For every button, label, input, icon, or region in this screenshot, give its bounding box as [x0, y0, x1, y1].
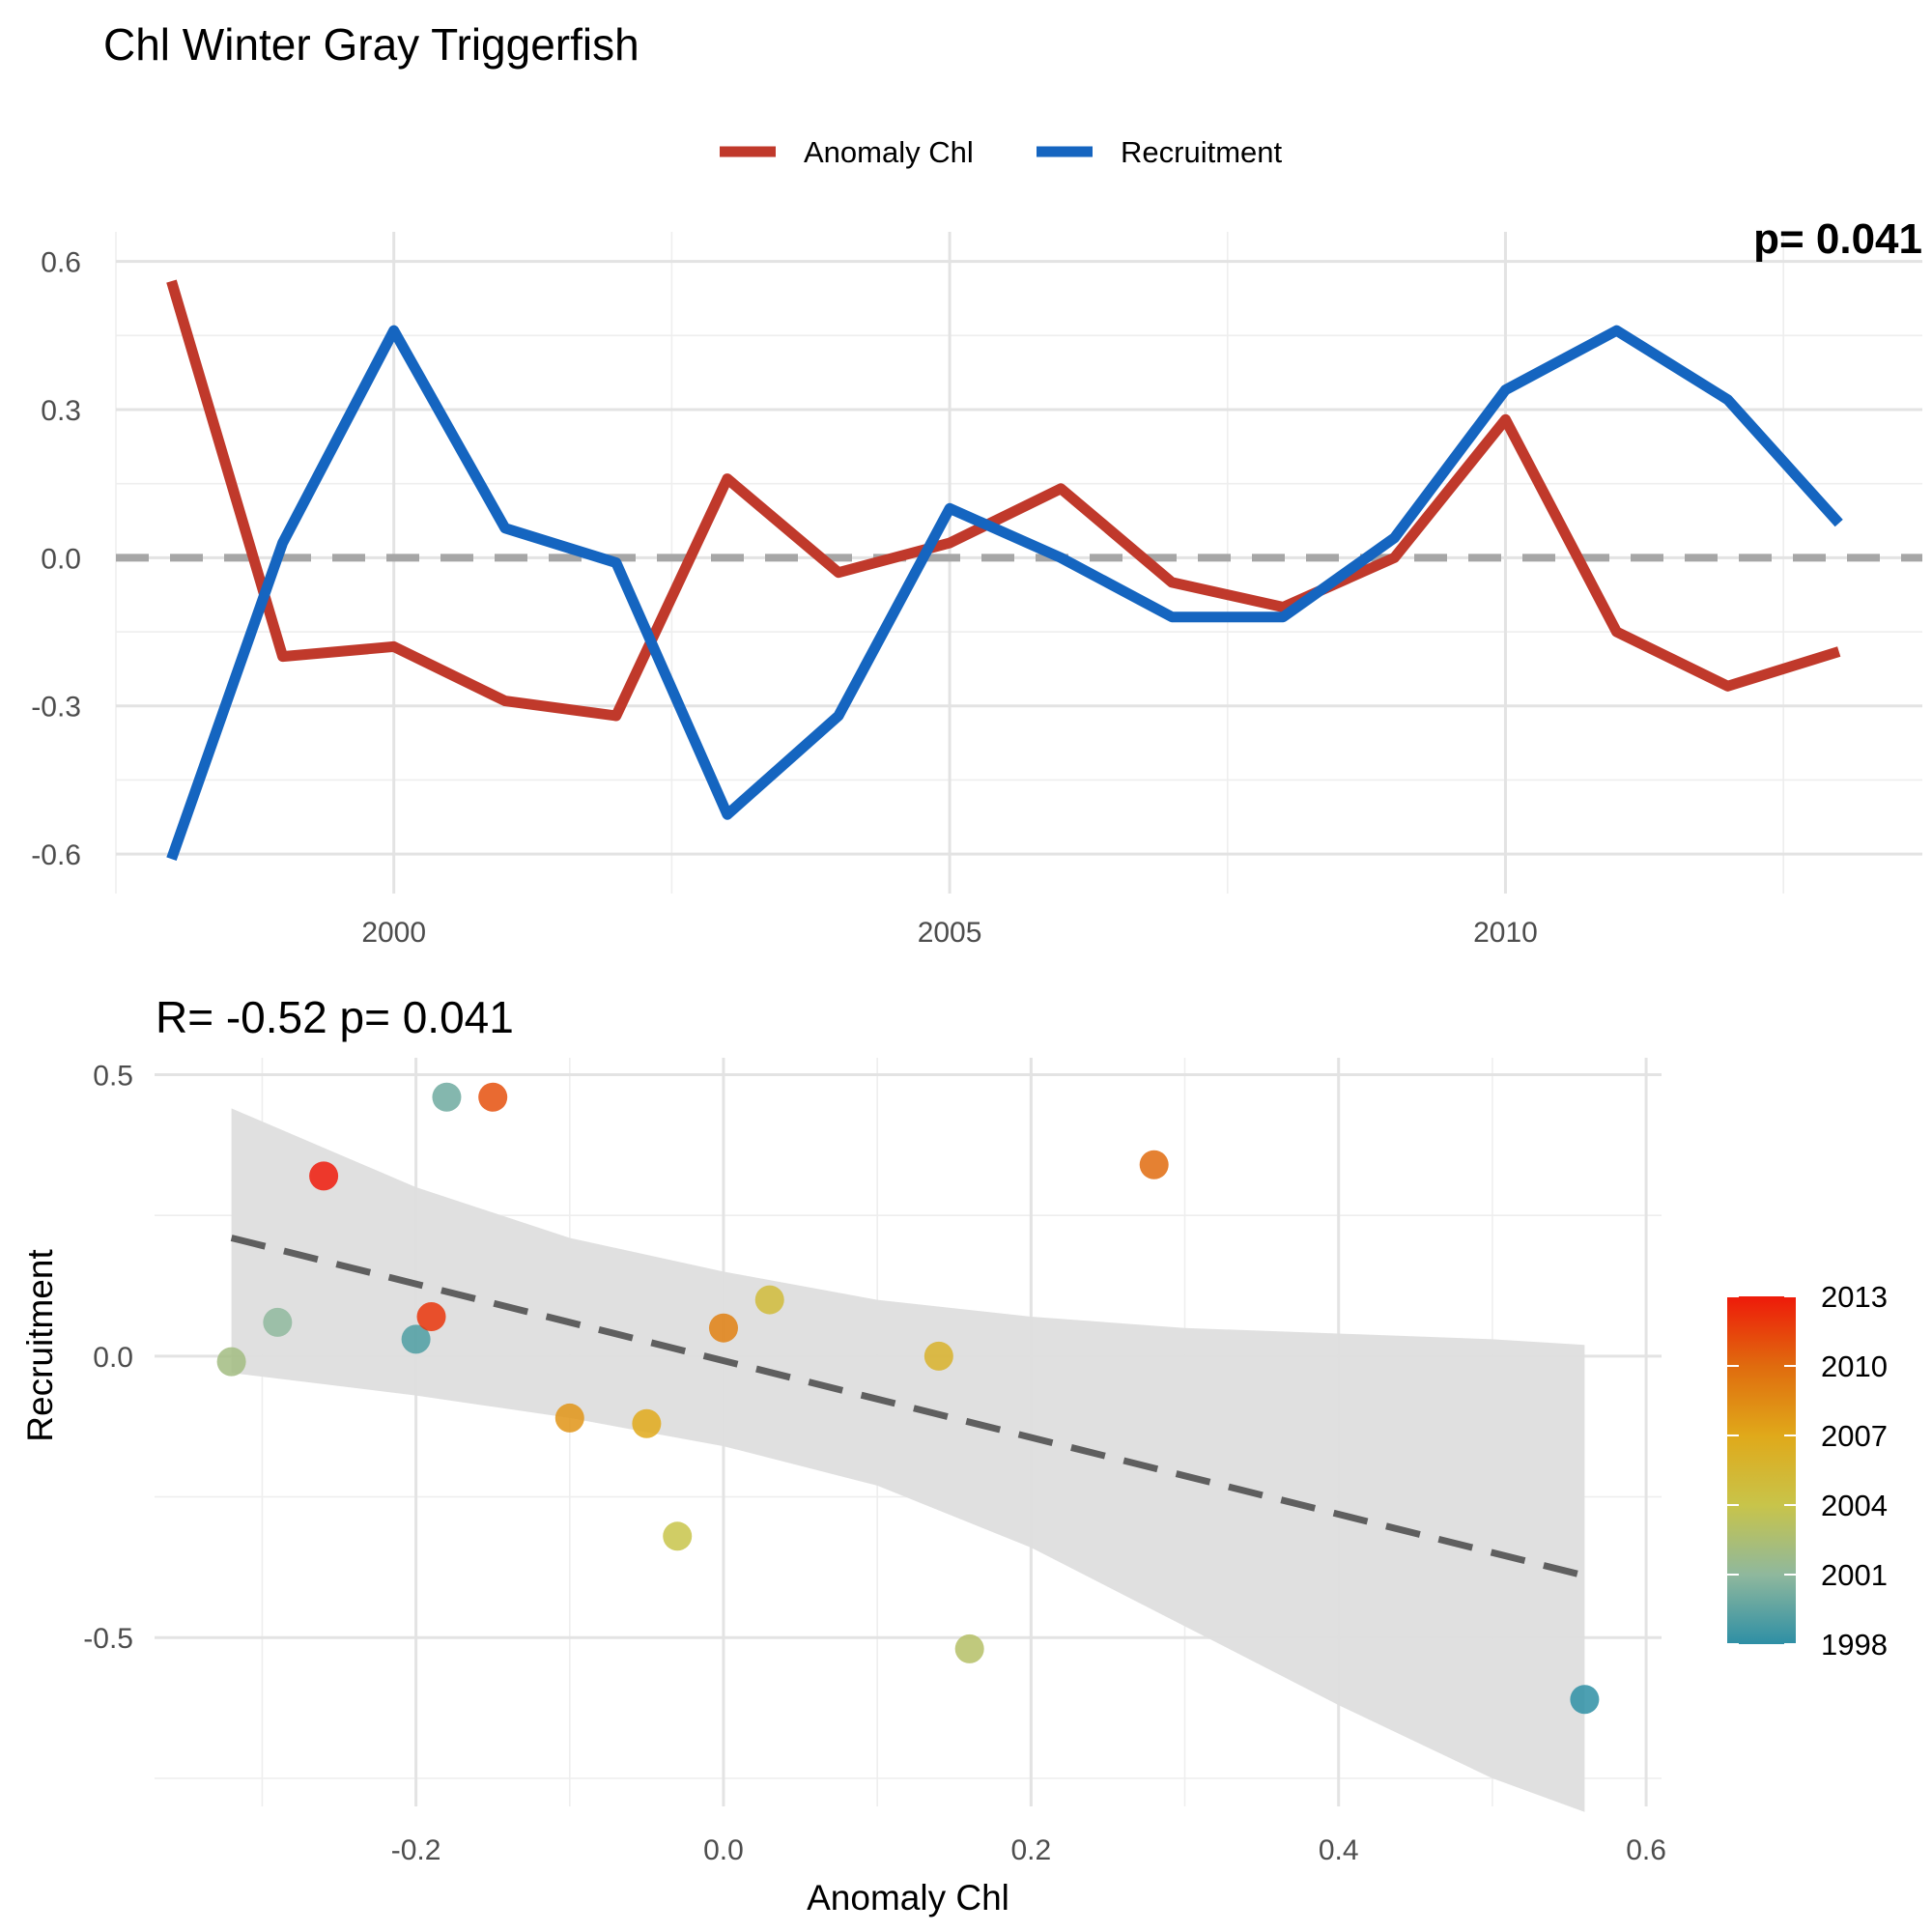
scatter-point-2002 — [216, 1347, 246, 1377]
scatter-point-2001 — [263, 1307, 293, 1337]
sc-x-tick-label: 0.0 — [703, 1834, 744, 1866]
time-series-grid — [115, 232, 1922, 894]
scatter-point-2011 — [478, 1082, 508, 1112]
scatter-point-2009 — [708, 1313, 738, 1343]
regression-line — [230, 1235, 1586, 1579]
ts-x-tick-label: 2000 — [361, 917, 426, 949]
scatter-panel: -0.5 0.0 0.5 -0.2 0.0 0.2 0.4 0.6 — [83, 1058, 1666, 1866]
scatter-point-1999 — [401, 1324, 431, 1354]
scatter-y-tick-labels: -0.5 0.0 0.5 — [83, 1060, 133, 1655]
sc-x-tick-label: -0.2 — [391, 1834, 441, 1866]
colorbar-label: 2007 — [1821, 1419, 1888, 1453]
scatter-points — [216, 1082, 1600, 1715]
chart-title: Chl Winter Gray Triggerfish — [103, 19, 639, 70]
x-axis-title: Anomaly Chl — [807, 1878, 1009, 1918]
legend-label-anomaly: Anomaly Chl — [804, 135, 974, 169]
sc-y-tick-label: 0.5 — [93, 1060, 133, 1092]
corner-annotation: p= 0.041 — [1753, 215, 1922, 263]
colorbar-label: 1998 — [1821, 1628, 1888, 1662]
sc-x-tick-label: 0.4 — [1319, 1834, 1359, 1866]
colorbar-label: 2010 — [1821, 1350, 1888, 1383]
ts-y-tick-label: 0.0 — [41, 543, 81, 575]
time-series-panel: -0.6 -0.3 0.0 0.3 0.6 2000 2005 2010 p= 0.041 — [31, 215, 1922, 949]
sc-y-tick-label: -0.5 — [83, 1623, 133, 1655]
series-line-anomaly-chl — [166, 279, 1841, 722]
ts-y-tick-label: 0.3 — [41, 395, 81, 427]
scatter-point-2008 — [554, 1403, 584, 1433]
scatter-point-2000 — [432, 1082, 462, 1112]
sc-y-tick-label: 0.0 — [93, 1342, 133, 1374]
scatter-point-2004 — [663, 1521, 693, 1551]
ts-x-tick-label: 2005 — [918, 917, 982, 949]
ts-y-tick-label: -0.6 — [31, 839, 81, 871]
scatter-x-tick-labels: -0.2 0.0 0.2 0.4 0.6 — [391, 1834, 1666, 1866]
scatter-point-2005 — [754, 1285, 784, 1315]
scatter-point-2003 — [954, 1634, 984, 1663]
scatter-point-2010 — [1139, 1150, 1169, 1179]
time-series-x-tick-labels: 2000 2005 2010 — [361, 917, 1538, 949]
colorbar-labels: 1998 2001 2004 2007 2010 2013 — [1727, 1280, 1888, 1662]
scatter-point-1998 — [1570, 1685, 1600, 1715]
legend: Anomaly Chl Recruitment — [720, 135, 1282, 169]
scatter-point-2006 — [923, 1341, 953, 1371]
year-colorbar: 1998 2001 2004 2007 2010 2013 — [1727, 1280, 1888, 1662]
sc-x-tick-label: 0.6 — [1626, 1834, 1666, 1866]
ts-x-tick-label: 2010 — [1473, 917, 1538, 949]
ts-y-tick-label: 0.6 — [41, 247, 81, 279]
scatter-point-2013 — [309, 1161, 339, 1191]
scatter-point-2007 — [632, 1408, 662, 1438]
ts-y-tick-label: -0.3 — [31, 692, 81, 724]
time-series-y-tick-labels: -0.6 -0.3 0.0 0.3 0.6 — [31, 247, 81, 871]
colorbar-gradient — [1727, 1296, 1796, 1644]
sc-x-tick-label: 0.2 — [1010, 1834, 1051, 1866]
legend-label-recruitment: Recruitment — [1121, 135, 1282, 169]
correlation-subtitle: R= -0.52 p= 0.041 — [156, 992, 514, 1042]
confidence-band — [231, 1108, 1585, 1812]
colorbar-label: 2001 — [1821, 1558, 1888, 1592]
colorbar-label: 2004 — [1821, 1489, 1888, 1522]
series-line-recruitment — [166, 325, 1843, 862]
y-axis-title: Recruitment — [20, 1249, 60, 1442]
scatter-point-2012 — [416, 1302, 446, 1332]
colorbar-label: 2013 — [1821, 1280, 1888, 1314]
